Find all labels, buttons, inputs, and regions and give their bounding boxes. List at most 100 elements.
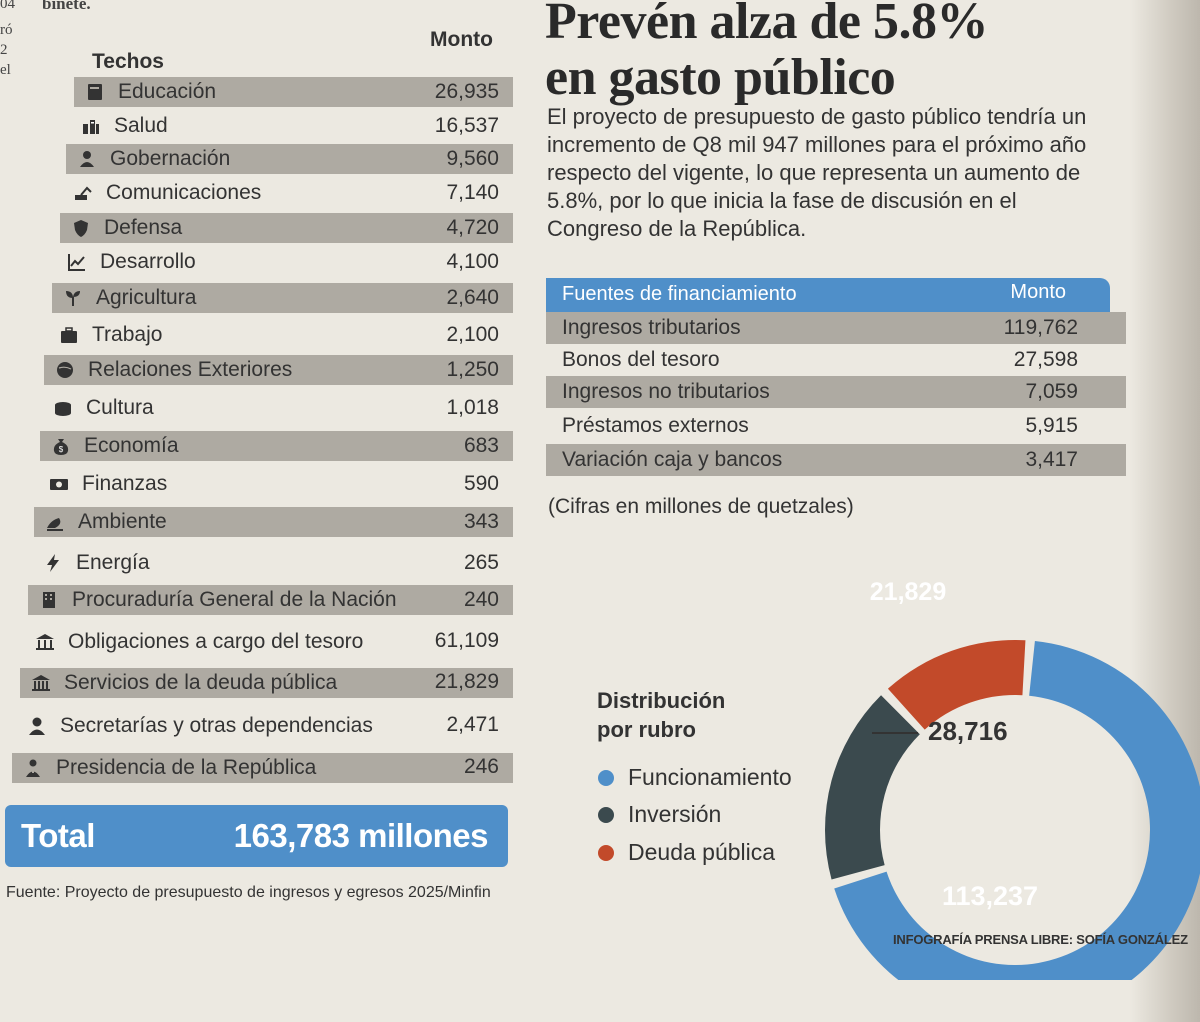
- text-fragment-top: binete.: [42, 0, 91, 13]
- slice-label-deuda: 21,829: [870, 578, 946, 606]
- table-row: Procuraduría General de la Nación 240: [28, 585, 513, 615]
- table-row: Ingresos tributarios 119,762: [546, 312, 1126, 344]
- book-icon: [84, 81, 106, 103]
- donut-chart: 113,237 28,716 21,829: [800, 540, 1200, 1020]
- techo-label: Relaciones Exteriores: [88, 358, 293, 381]
- globe-icon: [54, 359, 76, 381]
- techo-label: Gobernación: [110, 147, 231, 170]
- banknote-icon: [48, 473, 70, 495]
- leaf-hand-icon: [44, 511, 66, 533]
- margin-fragment: 04: [0, 0, 15, 12]
- table-row: Desarrollo 4,100: [56, 247, 513, 277]
- president-icon: [22, 757, 44, 779]
- table-row: Trabajo 2,100: [48, 320, 513, 350]
- table-row: Salud 16,537: [70, 111, 513, 141]
- techo-label: Defensa: [104, 216, 183, 239]
- financing-label: Ingresos no tributarios: [562, 380, 770, 403]
- table-row: Relaciones Exteriores 1,250: [44, 355, 513, 385]
- legend-label: Inversión: [628, 801, 722, 827]
- shield-icon: [70, 217, 92, 239]
- total-label: Total: [21, 817, 95, 854]
- table-row: Servicios de la deuda pública 21,829: [20, 668, 513, 698]
- legend-label: Funcionamiento: [628, 764, 792, 790]
- techo-value: 265: [463, 551, 499, 574]
- person-icon: [26, 715, 48, 737]
- techos-header: Techos: [92, 50, 164, 73]
- financing-label: Bonos del tesoro: [562, 348, 720, 371]
- legend-label: Deuda pública: [628, 839, 776, 865]
- total-box: Total 163,783 millones: [5, 805, 508, 867]
- monto-header: Monto: [430, 28, 493, 51]
- bank-icon: [34, 631, 56, 653]
- financing-value: 119,762: [1003, 316, 1078, 339]
- table-row: Ambiente 343: [34, 507, 513, 537]
- health-icon: [80, 115, 102, 137]
- techo-label: Ambiente: [78, 510, 167, 533]
- drum-icon: [52, 397, 74, 419]
- legend-dot-icon: [598, 844, 614, 861]
- financing-value: 7,059: [1025, 380, 1078, 403]
- financing-value: 3,417: [1025, 448, 1078, 471]
- svg-text:$: $: [59, 445, 64, 454]
- total-value: 163,783 millones: [233, 817, 489, 854]
- techo-value: 4,720: [446, 216, 499, 239]
- legend-dot-icon: [598, 806, 614, 823]
- margin-fragment: 2: [0, 42, 8, 58]
- headline-line-1: Prevén alza de 5.8%: [545, 0, 989, 50]
- techo-label: Desarrollo: [100, 250, 196, 273]
- techo-label: Economía: [84, 434, 179, 457]
- table-row: Variación caja y bancos 3,417: [546, 444, 1126, 476]
- techo-label: Trabajo: [92, 323, 163, 346]
- sprout-icon: [62, 287, 84, 309]
- table-row: Bonos del tesoro 27,598: [546, 344, 1126, 376]
- bank-columns-icon: [30, 672, 52, 694]
- techo-label: Comunicaciones: [106, 181, 262, 204]
- techo-value: 61,109: [434, 629, 499, 652]
- table-row: Educación 26,935: [74, 77, 513, 107]
- techo-value: 590: [463, 472, 499, 495]
- slice-label-inversion: 28,716: [928, 716, 1008, 746]
- techo-label: Servicios de la deuda pública: [64, 671, 338, 694]
- infographic-credit: INFOGRAFÍA PRENSA LIBRE: SOFÍA GONZÁLEZ: [893, 932, 1188, 947]
- techo-label: Cultura: [86, 396, 154, 419]
- table-row: Defensa 4,720: [60, 213, 513, 243]
- financing-header-value: Monto: [1010, 281, 1066, 303]
- techo-value: 683: [463, 434, 499, 457]
- financing-value: 27,598: [1013, 348, 1078, 371]
- techo-value: 246: [463, 755, 499, 778]
- margin-fragment: el: [0, 62, 11, 78]
- techo-value: 2,640: [446, 286, 499, 309]
- table-row: Energía 265: [32, 548, 513, 578]
- table-row: Préstamos externos 5,915: [546, 410, 1126, 442]
- techo-label: Educación: [118, 80, 217, 103]
- techo-value: 1,018: [446, 396, 499, 419]
- legend-item: Funcionamiento: [598, 764, 792, 791]
- table-row: Gobernación 9,560: [66, 144, 513, 174]
- table-row: Ingresos no tributarios 7,059: [546, 376, 1126, 408]
- table-row: Obligaciones a cargo del tesoro 61,109: [24, 627, 513, 657]
- techo-value: 2,471: [446, 713, 499, 736]
- building-icon: [38, 589, 60, 611]
- slice-label-funcionamiento: 113,237: [942, 881, 1038, 911]
- techo-label: Finanzas: [82, 472, 168, 495]
- financing-header-label: Fuentes de financiamiento: [562, 283, 797, 305]
- techo-value: 240: [463, 588, 499, 611]
- techo-value: 4,100: [446, 250, 499, 273]
- techo-label: Secretarías y otras dependencias: [60, 714, 373, 737]
- distribution-title: Distribución por rubro: [597, 686, 725, 744]
- table-row: Presidencia de la República 246: [12, 753, 513, 783]
- financing-label: Préstamos externos: [562, 414, 749, 437]
- units-note: (Cifras en millones de quetzales): [548, 495, 854, 518]
- techo-value: 9,560: [446, 147, 499, 170]
- donut-chart-svg: 113,237 28,716 21,829: [825, 578, 1200, 1020]
- source-note: Fuente: Proyecto de presupuesto de ingre…: [6, 884, 491, 901]
- excavator-icon: [72, 182, 94, 204]
- techo-label: Obligaciones a cargo del tesoro: [68, 630, 364, 653]
- techo-value: 26,935: [434, 80, 499, 103]
- officer-icon: [76, 148, 98, 170]
- techo-value: 7,140: [446, 181, 499, 204]
- table-row: Cultura 1,018: [42, 393, 513, 423]
- techo-label: Salud: [114, 114, 168, 137]
- legend-item: Deuda pública: [598, 839, 775, 866]
- financing-label: Ingresos tributarios: [562, 316, 741, 339]
